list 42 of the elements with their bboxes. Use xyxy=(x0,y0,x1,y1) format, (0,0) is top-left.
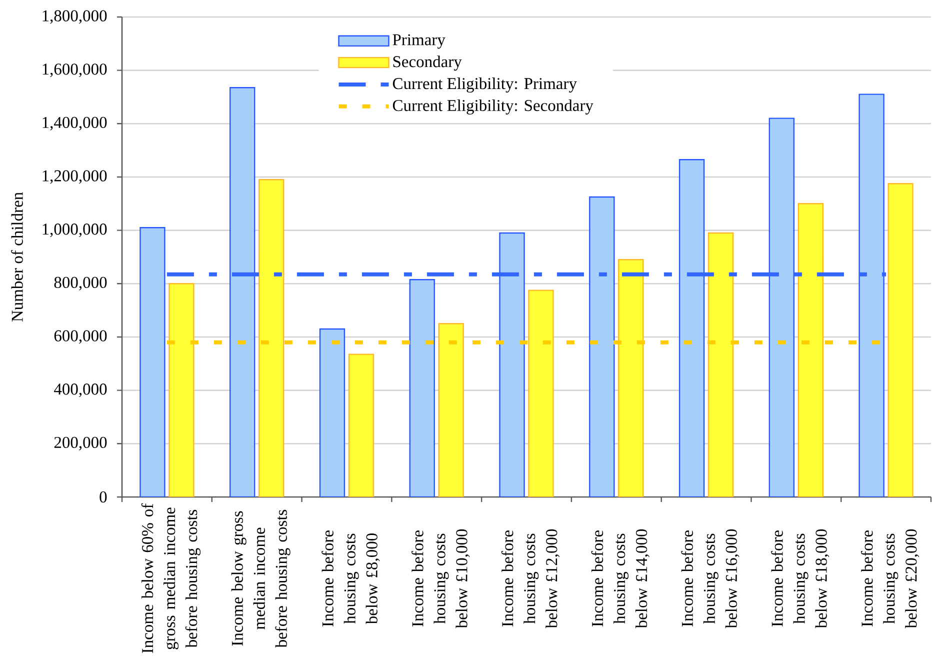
bar xyxy=(438,323,464,497)
y-tick-label: 0 xyxy=(100,491,107,503)
bar xyxy=(678,159,705,497)
legend-label: Secondary xyxy=(393,56,462,71)
x-tick-label: Income below 60% of gross median income before housing costs xyxy=(141,503,201,654)
y-tick-label: 1,200,000 xyxy=(42,170,107,184)
x-tick-label: Income before housing costs below £10,000 xyxy=(412,529,470,628)
legend-label: Primary xyxy=(392,34,446,49)
bar xyxy=(798,203,824,497)
y-tick-label: 800,000 xyxy=(54,276,107,290)
bar xyxy=(168,283,194,497)
x-tick-label: Income before housing costs below £8,000 xyxy=(322,530,380,626)
legend-label: Current Eligibility: Secondary xyxy=(392,99,594,114)
bar xyxy=(888,183,914,497)
x-tick-label: Income before housing costs below £12,000 xyxy=(501,529,560,628)
y-tick-label: 600,000 xyxy=(54,330,107,344)
bar xyxy=(528,290,554,497)
y-tick-label: 1,600,000 xyxy=(42,64,107,78)
bar xyxy=(319,328,346,497)
y-tick-label: 1,400,000 xyxy=(42,116,107,130)
bar xyxy=(499,232,525,497)
y-tick-label: 200,000 xyxy=(54,436,107,450)
bar xyxy=(618,259,644,497)
x-tick-label: Income before housing costs below £14,000 xyxy=(591,529,650,628)
x-tick-label: Income before housing costs below £20,000 xyxy=(860,529,920,628)
bar xyxy=(409,279,435,497)
bar xyxy=(348,354,374,497)
x-tick-label: Income before housing costs below £18,000 xyxy=(771,529,830,628)
y-tick-label: 1,800,000 xyxy=(42,10,107,24)
x-tick-label: Income before housing costs below £16,000 xyxy=(681,529,740,628)
bar xyxy=(258,179,284,497)
legend-label: Current Eligibility: Primary xyxy=(392,78,577,93)
bar xyxy=(229,87,256,497)
y-tick-label: 400,000 xyxy=(54,384,107,398)
y-axis-title: Number of children xyxy=(11,192,23,322)
bar xyxy=(708,232,734,497)
bar xyxy=(140,227,166,497)
x-tick-label: Income below gross median income before housing costs xyxy=(231,510,290,648)
bar xyxy=(768,118,795,497)
y-tick-label: 1,000,000 xyxy=(42,224,107,238)
bar xyxy=(589,196,615,497)
bar xyxy=(858,94,884,497)
